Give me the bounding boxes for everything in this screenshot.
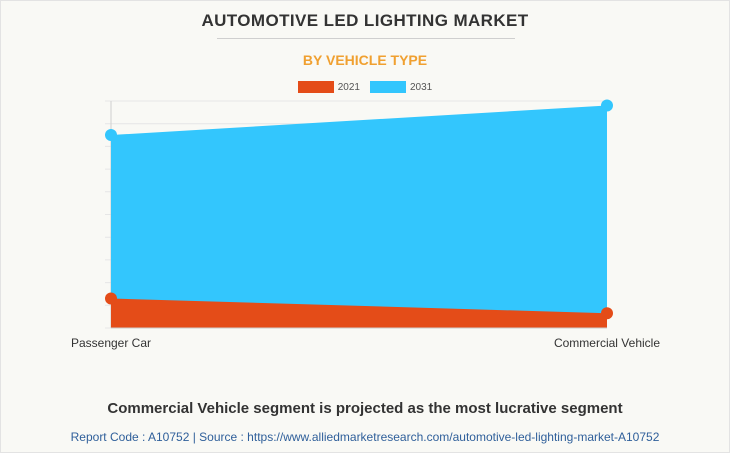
legend-label-2021: 2021 (337, 81, 360, 93)
legend-swatch-2031 (370, 81, 406, 93)
chart-headline: Commercial Vehicle segment is projected … (107, 400, 623, 417)
area-2031 (111, 105, 607, 328)
point-2031-1 (105, 129, 117, 142)
legend-item-2021[interactable]: 2021 (297, 81, 360, 93)
chart-subtitle: BY VEHICLE TYPE (302, 52, 428, 68)
x-tick-label-2: Commercial Vehicle (554, 336, 660, 350)
area-2021 (111, 298, 607, 328)
title-divider (217, 38, 515, 39)
legend: 2021 2031 (1, 81, 729, 93)
report-source: Report Code : A10752 | Source : https://… (70, 430, 660, 444)
point-2021-2 (601, 307, 613, 320)
legend-item-2031[interactable]: 2031 (370, 81, 432, 93)
chart-title: AUTOMOTIVE LED LIGHTING MARKET (201, 11, 529, 30)
point-2031-2 (601, 99, 613, 112)
point-2021-1 (105, 292, 117, 305)
legend-label-2031: 2031 (410, 81, 433, 93)
legend-swatch-2021 (297, 81, 334, 93)
x-tick-label-1: Passenger Car (71, 336, 151, 350)
